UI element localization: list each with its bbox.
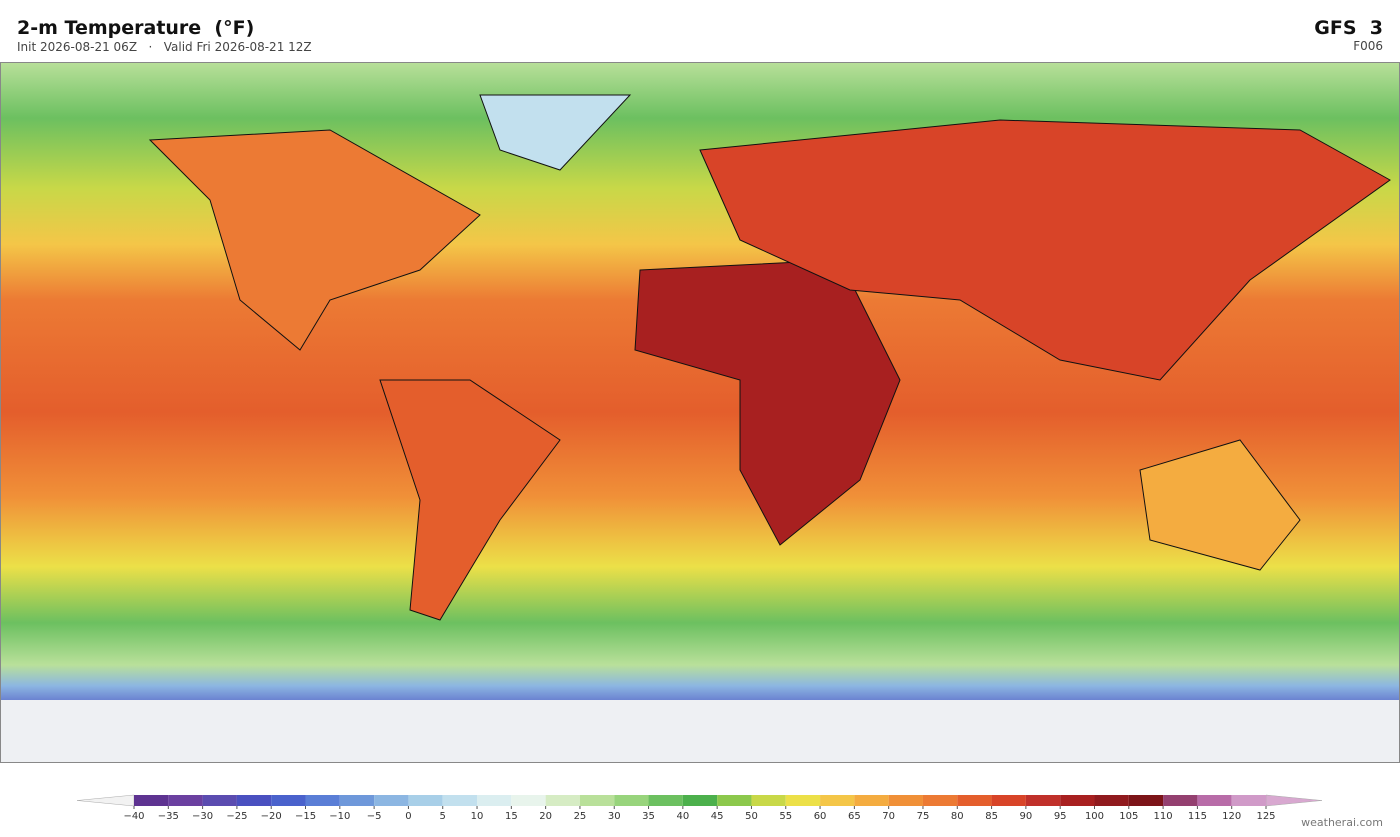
colorbar-tick-label: 75 [917, 811, 930, 822]
colorbar-segment [271, 795, 306, 806]
colorbar-segment [1197, 795, 1232, 806]
australia [1139, 439, 1301, 571]
model: GFS 3 [1314, 17, 1383, 39]
colorbar-segment [442, 795, 478, 806]
colorbar-segment [682, 795, 718, 806]
colorbar-tick-label: 65 [848, 811, 861, 822]
colorbar-segment [236, 795, 272, 806]
colorbar-segment [374, 795, 409, 806]
colorbar-segment [717, 795, 752, 806]
colorbar-segment [991, 795, 1026, 806]
colorbar-segment [1025, 795, 1061, 806]
colorbar-tick-label: 85 [985, 811, 998, 822]
title: 2-m Temperature (°F) [17, 17, 254, 39]
colorbar: −40 −35 −30 −25 −20 −15 −10 −5 0 5 10 15 20 25 30 35 40 4… [76, 794, 1323, 822]
colorbar-tick-label: −5 [367, 811, 382, 822]
antarctica [0, 700, 1400, 763]
eurasia [699, 119, 1391, 381]
colorbar-tick-label: 125 [1256, 811, 1275, 822]
colorbar-segment [888, 795, 923, 806]
colorbar-tick-label: 105 [1119, 811, 1138, 822]
colorbar-tick-label: 90 [1020, 811, 1033, 822]
colorbar-segment [1094, 795, 1129, 806]
north-america [148, 129, 481, 351]
africa [634, 259, 901, 546]
colorbar-tick-label: −10 [329, 811, 350, 822]
colorbar-segment [1163, 795, 1198, 806]
colorbar-over [1265, 794, 1323, 807]
colorbar-tick-label: 120 [1222, 811, 1241, 822]
colorbar-tick-label: −25 [226, 811, 247, 822]
colorbar-tick-label: 100 [1085, 811, 1104, 822]
colorbar-segment [168, 795, 203, 806]
colorbar-tick-label: 55 [779, 811, 792, 822]
colorbar-segment [957, 795, 992, 806]
colorbar-tick-label: −30 [192, 811, 213, 822]
colorbar-tick-label: −20 [261, 811, 282, 822]
colorbar-segment [854, 795, 889, 806]
colorbar-tick-label: 95 [1054, 811, 1067, 822]
south-america [379, 379, 561, 621]
colorbar-tick-label: 0 [405, 811, 411, 822]
colorbar-tick-label: 60 [814, 811, 827, 822]
colorbar-segment [1128, 795, 1164, 806]
colorbar-tick-label: −35 [158, 811, 179, 822]
colorbar-tick-label: 15 [505, 811, 518, 822]
colorbar-tick-label: 10 [471, 811, 484, 822]
colorbar-tick-label: 70 [882, 811, 895, 822]
colorbar-under [76, 794, 135, 807]
subtitle: Init 2026-08-21 06Z · Valid Fri 2026-08-… [17, 40, 312, 54]
colorbar-tick-label: 35 [642, 811, 655, 822]
colorbar-segment [922, 795, 958, 806]
colorbar-tick-label: 25 [574, 811, 587, 822]
colorbar-tick-label: 45 [711, 811, 724, 822]
colorbar-segment [134, 795, 169, 806]
colorbar-segment [820, 795, 855, 806]
colorbar-tick-label: 80 [951, 811, 964, 822]
colorbar-tick-label: 20 [539, 811, 552, 822]
map [0, 62, 1400, 763]
colorbar-segment [1231, 795, 1266, 806]
colorbar-segment [785, 795, 821, 806]
colorbar-segment [339, 795, 375, 806]
colorbar-segment [202, 795, 237, 806]
colorbar-segment [511, 795, 546, 806]
colorbar-tick-label: 115 [1188, 811, 1207, 822]
colorbar-segment [477, 795, 512, 806]
colorbar-segment [408, 795, 443, 806]
colorbar-tick-label: −15 [295, 811, 316, 822]
colorbar-tick-label: 110 [1154, 811, 1173, 822]
colorbar-tick-label: 50 [745, 811, 758, 822]
colorbar-segment [1060, 795, 1095, 806]
colorbar-tick-label: 40 [676, 811, 689, 822]
colorbar-tick-label: 30 [608, 811, 621, 822]
colorbar-segment [579, 795, 615, 806]
colorbar-segment [545, 795, 580, 806]
colorbar-segment [648, 795, 683, 806]
greenland [479, 94, 632, 171]
forecast-hour: F006 [1353, 39, 1383, 53]
colorbar-tick-label: 5 [440, 811, 446, 822]
colorbar-segment [751, 795, 786, 806]
credit: weatherai.com [1301, 816, 1383, 829]
colorbar-segment [614, 795, 649, 806]
colorbar-tick-label: −40 [123, 811, 144, 822]
colorbar-segment [305, 795, 340, 806]
